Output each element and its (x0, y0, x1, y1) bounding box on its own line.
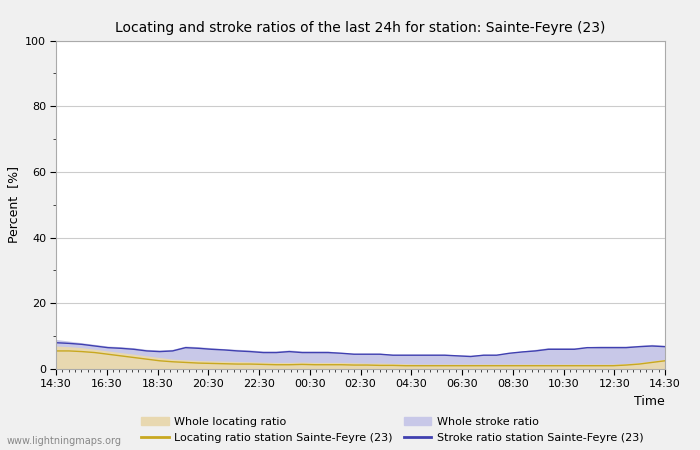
Legend: Whole locating ratio, Locating ratio station Sainte-Feyre (23), Whole stroke rat: Whole locating ratio, Locating ratio sta… (141, 417, 643, 443)
Title: Locating and stroke ratios of the last 24h for station: Sainte-Feyre (23): Locating and stroke ratios of the last 2… (116, 21, 606, 35)
Text: www.lightningmaps.org: www.lightningmaps.org (7, 436, 122, 446)
Text: Time: Time (634, 395, 665, 408)
Y-axis label: Percent  [%]: Percent [%] (7, 166, 20, 243)
